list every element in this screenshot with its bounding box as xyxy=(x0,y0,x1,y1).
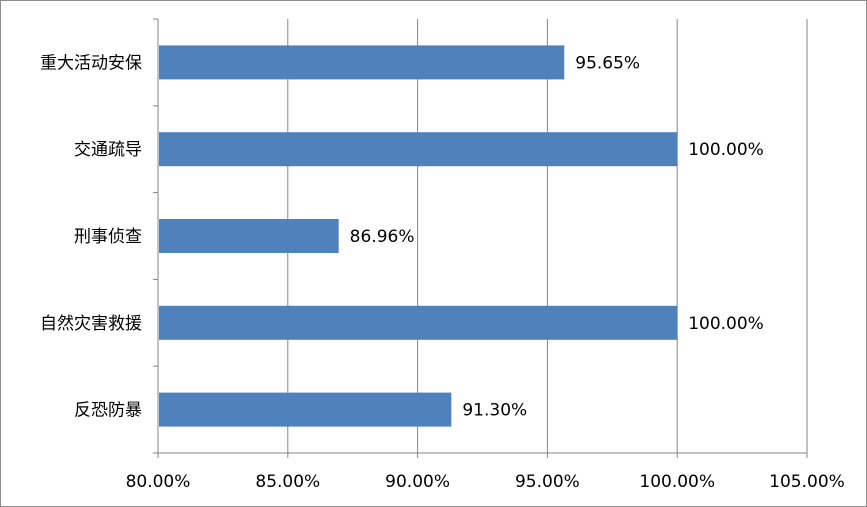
category-label: 自然灾害救援 xyxy=(40,314,142,334)
bar-value-label: 100.00% xyxy=(688,140,764,160)
category-label: 刑事侦查 xyxy=(74,227,142,247)
category-label: 重大活动安保 xyxy=(40,53,142,73)
bar xyxy=(159,132,678,167)
bar-value-label: 100.00% xyxy=(688,314,764,334)
bar xyxy=(159,392,452,427)
bar xyxy=(159,305,678,340)
x-tick-label: 90.00% xyxy=(385,472,450,492)
grid-layer xyxy=(287,19,808,453)
x-tick-label: 100.00% xyxy=(639,472,715,492)
axis-layer xyxy=(153,18,808,458)
x-tick-label: 95.00% xyxy=(515,472,580,492)
bar-layer xyxy=(159,45,678,427)
bar-value-label: 95.65% xyxy=(575,53,640,73)
bar xyxy=(159,219,339,253)
x-tick-label: 85.00% xyxy=(255,472,320,492)
x-tick-label: 80.00% xyxy=(126,472,191,492)
bar xyxy=(159,45,565,80)
bar-value-label: 86.96% xyxy=(350,227,415,247)
category-label: 交通疏导 xyxy=(74,140,142,160)
x-tick-label: 105.00% xyxy=(769,472,845,492)
category-label: 反恐防暴 xyxy=(74,401,142,421)
bar-value-label: 91.30% xyxy=(462,401,527,421)
label-layer: 80.00% 85.00% 90.00% 95.00% 100.00% 105.00% 95… xyxy=(40,53,845,492)
